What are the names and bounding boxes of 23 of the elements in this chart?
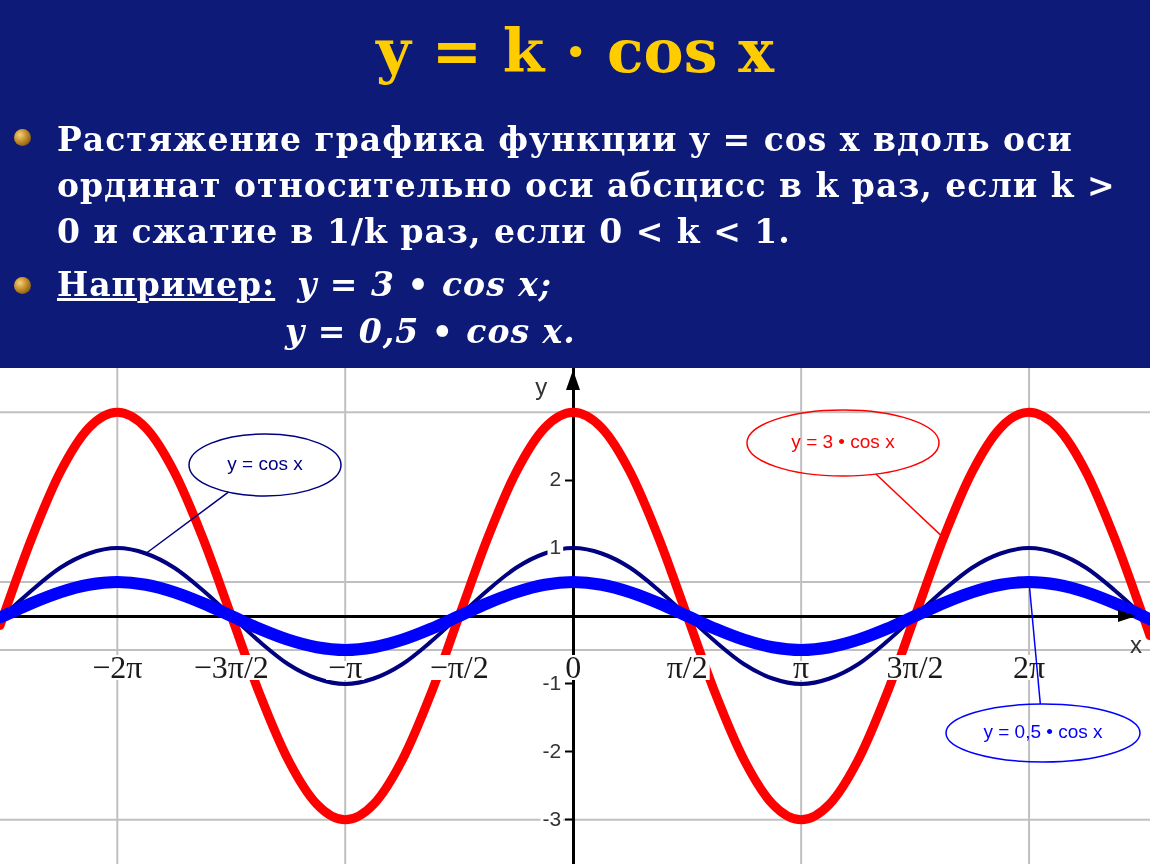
y-tick-label: -3	[542, 806, 562, 830]
text: Растяжение графика функции y = cos x вдоль оси ординат относительно оси абсцисс в k раз, если k > 0 и сжатие в 1/k раз, если 0 < k < 1.	[57, 119, 1117, 253]
x-tick-label: 0	[565, 649, 582, 685]
text: y = 3 • cos x	[791, 431, 896, 453]
y-tick-label: 1	[549, 534, 562, 558]
x-tick-label: 3π/2	[886, 649, 944, 685]
x-axis-title: x	[1130, 630, 1142, 658]
text: y = cos x	[227, 453, 304, 475]
x-tick-label: −2π	[92, 649, 143, 685]
x-tick-label: −π/2	[429, 649, 489, 685]
y-axis-title: y	[535, 372, 548, 400]
x-tick-label: π/2	[666, 649, 708, 685]
text: y = 3 • cos x;	[297, 265, 553, 304]
y-tick-label: -2	[542, 738, 562, 762]
text: y = 0,5 • cos x	[983, 721, 1104, 743]
y-tick-label: -1	[542, 670, 562, 694]
text: y = 0,5 • cos x.	[285, 311, 576, 353]
x-tick-label: −π	[328, 649, 363, 685]
x-tick-label: π	[793, 649, 810, 685]
y-tick-label: 2	[549, 466, 562, 490]
text: Например:	[57, 265, 276, 304]
x-tick-label: −3π/2	[193, 649, 269, 685]
chart-title: y = k · cos x	[375, 16, 775, 86]
